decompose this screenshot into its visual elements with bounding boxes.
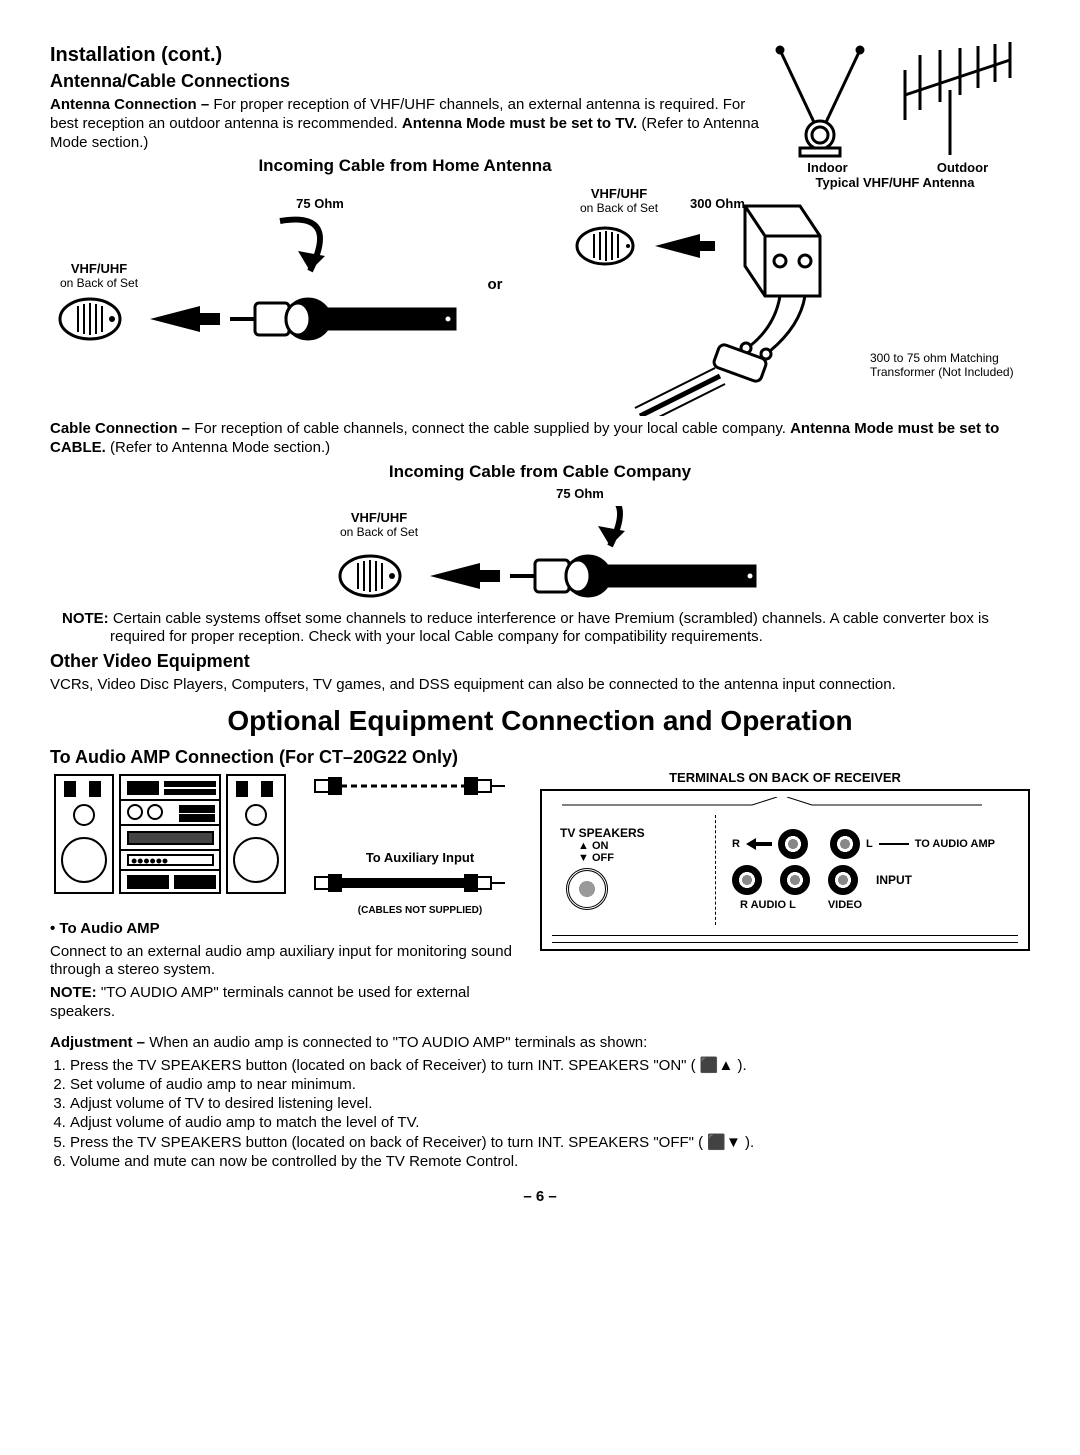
incoming-cable-co-heading: Incoming Cable from Cable Company	[50, 462, 1030, 482]
typical-antenna-label: Typical VHF/UHF Antenna	[760, 175, 1030, 190]
optional-equipment-heading: Optional Equipment Connection and Operat…	[50, 705, 1030, 737]
on-label: ON	[592, 840, 609, 852]
off-label: OFF	[592, 852, 614, 864]
vhfuhf-label-2: VHF/UHF	[580, 186, 658, 201]
terminals-on-back-label: TERMINALS ON BACK OF RECEIVER	[540, 770, 1030, 785]
audio-amp-heading: To Audio AMP Connection (For CT–20G22 On…	[50, 747, 1030, 768]
antenna-cable-heading: Antenna/Cable Connections	[50, 71, 760, 92]
incoming-home-heading: Incoming Cable from Home Antenna	[50, 156, 760, 176]
adjustment-steps: Press the TV SPEAKERS button (located on…	[70, 1056, 1030, 1170]
jack-audio-l-icon	[780, 865, 810, 895]
cables-not-supplied-label: (CABLES NOT SUPPLIED)	[310, 905, 530, 916]
onback-label-2: on Back of Set	[580, 201, 658, 215]
step-1: Press the TV SPEAKERS button (located on…	[70, 1056, 1030, 1074]
other-video-text: VCRs, Video Disc Players, Computers, TV …	[50, 676, 1030, 695]
to-audio-amp-text: Connect to an external audio amp auxilia…	[50, 943, 530, 981]
note-cable: NOTE: Certain cable systems offset some …	[110, 610, 1030, 648]
r-label: R	[732, 838, 740, 850]
l-label: L	[866, 838, 873, 850]
step-5: Press the TV SPEAKERS button (located on…	[70, 1133, 1030, 1151]
cable-300ohm-diagram	[520, 196, 980, 416]
cable-connection-text: Cable Connection – For reception of cabl…	[50, 420, 1030, 458]
svg-text:● ● ● ● ● ●: ● ● ● ● ● ●	[132, 858, 167, 865]
speaker-button-icon	[566, 868, 608, 910]
ohm75-label-2: 75 Ohm	[380, 486, 780, 501]
jack-l-icon	[830, 829, 860, 859]
step-3: Adjust volume of TV to desired listening…	[70, 1095, 1030, 1112]
tv-speakers-label: TV SPEAKERS	[560, 826, 699, 840]
to-audio-amp-bullet: To Audio AMP	[50, 920, 530, 939]
arrow-left-icon	[746, 838, 772, 850]
stereo-system-icon: ● ● ● ● ● ●	[50, 770, 310, 900]
adjustment-text: Adjustment – When an audio amp is connec…	[50, 1034, 1030, 1053]
rca-cables-icon	[310, 770, 510, 850]
line-icon	[879, 840, 909, 848]
jack-video-icon	[828, 865, 858, 895]
antenna-types-icon	[760, 40, 1020, 160]
transformer-label: 300 to 75 ohm Matching Transformer (Not …	[870, 351, 1030, 379]
indoor-label: Indoor	[760, 160, 895, 175]
to-audio-amp-label: TO AUDIO AMP	[915, 838, 995, 850]
cable-75ohm-diagram-1	[50, 211, 470, 351]
video-label: VIDEO	[828, 899, 862, 911]
panel-top-line-icon	[552, 797, 1018, 811]
step-6: Volume and mute can now be controlled by…	[70, 1153, 1030, 1170]
jack-r-icon	[778, 829, 808, 859]
r-audio-l-label: R AUDIO L	[740, 899, 796, 911]
note-audio: NOTE: "TO AUDIO AMP" terminals cannot be…	[50, 984, 530, 1022]
step-2: Set volume of audio amp to near minimum.	[70, 1076, 1030, 1093]
step-4: Adjust volume of audio amp to match the …	[70, 1114, 1030, 1131]
ohm300-label: 300 Ohm	[690, 196, 745, 211]
antenna-connection-text: Antenna Connection – For proper receptio…	[50, 96, 760, 152]
rca-cables-icon-2	[310, 865, 510, 905]
to-aux-input-label: To Auxiliary Input	[310, 850, 530, 865]
other-video-heading: Other Video Equipment	[50, 651, 1030, 672]
ohm75-label-1: 75 Ohm	[170, 196, 470, 211]
terminal-panel: TV SPEAKERS ▲ ON ▼ OFF R L	[540, 789, 1030, 951]
jack-audio-r-icon	[732, 865, 762, 895]
installation-cont-heading: Installation (cont.)	[50, 44, 760, 67]
input-label: INPUT	[876, 873, 912, 887]
or-label: or	[470, 196, 520, 293]
outdoor-label: Outdoor	[895, 160, 1030, 175]
cable-75ohm-diagram-2	[300, 506, 780, 606]
page-number: – 6 –	[50, 1188, 1030, 1205]
